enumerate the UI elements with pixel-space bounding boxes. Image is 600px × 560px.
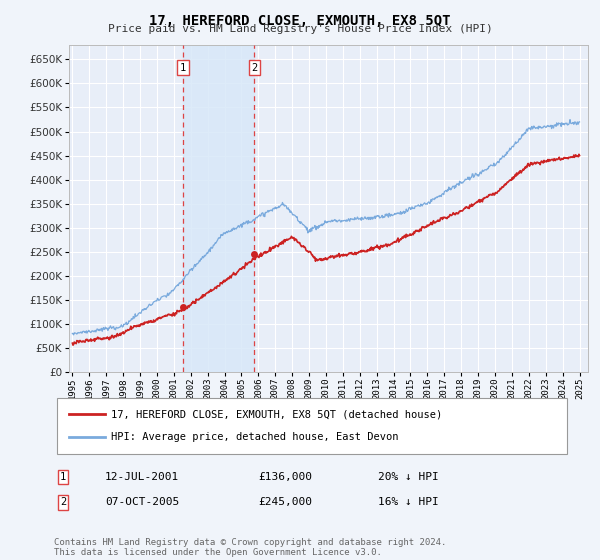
Text: 17, HEREFORD CLOSE, EXMOUTH, EX8 5QT: 17, HEREFORD CLOSE, EXMOUTH, EX8 5QT — [149, 14, 451, 28]
Text: £136,000: £136,000 — [258, 472, 312, 482]
Text: 2: 2 — [251, 63, 257, 73]
Text: Contains HM Land Registry data © Crown copyright and database right 2024.
This d: Contains HM Land Registry data © Crown c… — [54, 538, 446, 557]
Text: Price paid vs. HM Land Registry's House Price Index (HPI): Price paid vs. HM Land Registry's House … — [107, 24, 493, 34]
Bar — [183, 45, 254, 372]
Text: 17, HEREFORD CLOSE, EXMOUTH, EX8 5QT (detached house): 17, HEREFORD CLOSE, EXMOUTH, EX8 5QT (de… — [111, 409, 442, 419]
Text: HPI: Average price, detached house, East Devon: HPI: Average price, detached house, East… — [111, 432, 398, 442]
Text: 16% ↓ HPI: 16% ↓ HPI — [378, 497, 439, 507]
Text: 20% ↓ HPI: 20% ↓ HPI — [378, 472, 439, 482]
Text: 1: 1 — [60, 472, 66, 482]
Text: 07-OCT-2005: 07-OCT-2005 — [105, 497, 179, 507]
Text: 2: 2 — [60, 497, 66, 507]
Text: £245,000: £245,000 — [258, 497, 312, 507]
Text: 12-JUL-2001: 12-JUL-2001 — [105, 472, 179, 482]
Text: 1: 1 — [180, 63, 186, 73]
